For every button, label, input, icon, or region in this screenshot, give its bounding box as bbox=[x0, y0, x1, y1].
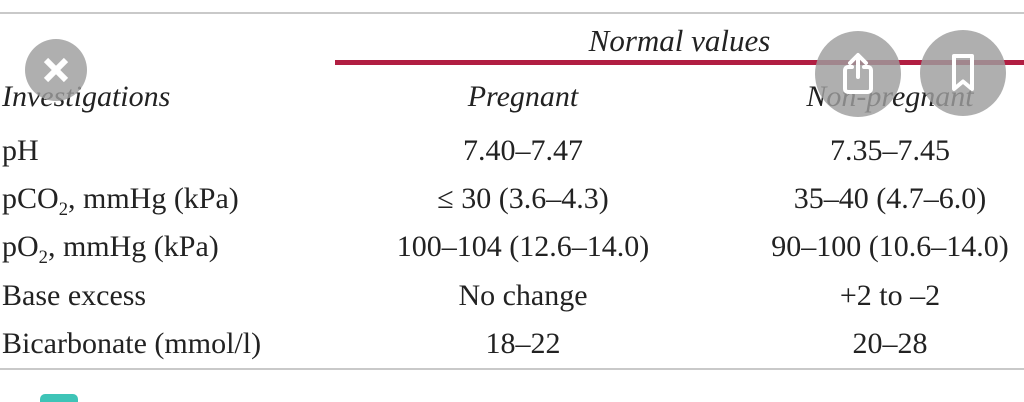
row-label: Bicarbonate (mmol/l) bbox=[2, 320, 334, 368]
close-button[interactable] bbox=[25, 39, 87, 101]
row-label-text: , mmHg (kPa) bbox=[67, 182, 239, 215]
close-icon bbox=[38, 52, 74, 88]
table-row: Base excess No change +2 to –2 bbox=[0, 272, 1024, 320]
pregnant-value: No change bbox=[458, 279, 588, 312]
row-label-text: pO bbox=[2, 230, 39, 263]
table-row: pO2, mmHg (kPa) 100–104 (12.6–14.0) 90–1… bbox=[0, 223, 1024, 271]
row-label-text: , mmHg (kPa) bbox=[47, 230, 219, 263]
row-label-text: Base excess bbox=[2, 279, 147, 312]
non-pregnant-value: +2 to –2 bbox=[839, 279, 941, 312]
table-row: Bicarbonate (mmol/l) 18–22 20–28 bbox=[0, 320, 1024, 368]
top-divider bbox=[0, 12, 1024, 14]
table-row: pH 7.40–7.47 7.35–7.45 bbox=[0, 127, 1024, 175]
row-label: pO2, mmHg (kPa) bbox=[2, 223, 334, 271]
non-pregnant-value: 90–100 (10.6–14.0) bbox=[771, 230, 1009, 263]
row-label-subscript: 2 bbox=[38, 247, 48, 268]
row-label-text: pCO bbox=[2, 182, 59, 215]
pregnant-value: 7.40–7.47 bbox=[463, 134, 583, 167]
pregnant-value: 100–104 (12.6–14.0) bbox=[396, 230, 650, 263]
teal-partial-button[interactable] bbox=[40, 394, 78, 402]
share-icon bbox=[834, 50, 882, 98]
bottom-divider bbox=[0, 368, 1024, 370]
normal-values-header: Normal values bbox=[588, 23, 771, 58]
row-label-subscript: 2 bbox=[58, 199, 68, 220]
non-pregnant-value: 20–28 bbox=[852, 327, 928, 360]
row-label: pH bbox=[2, 127, 334, 175]
row-label-text: Bicarbonate (mmol/l) bbox=[2, 327, 262, 360]
pregnant-value: 18–22 bbox=[485, 327, 561, 360]
non-pregnant-value: 35–40 (4.7–6.0) bbox=[793, 182, 987, 215]
pregnant-value: ≤ 30 (3.6–4.3) bbox=[437, 182, 609, 215]
bookmark-button[interactable] bbox=[920, 30, 1006, 116]
row-label: pCO2, mmHg (kPa) bbox=[2, 175, 334, 223]
bookmark-icon bbox=[939, 49, 987, 97]
table-row: pCO2, mmHg (kPa) ≤ 30 (3.6–4.3) 35–40 (4… bbox=[0, 175, 1024, 223]
row-label-text: pH bbox=[2, 134, 39, 167]
column-header-pregnant: Pregnant bbox=[467, 80, 579, 113]
non-pregnant-value: 7.35–7.45 bbox=[830, 134, 950, 167]
row-label: Base excess bbox=[2, 272, 334, 320]
share-button[interactable] bbox=[815, 31, 901, 117]
table-accent-rule bbox=[335, 60, 1024, 65]
